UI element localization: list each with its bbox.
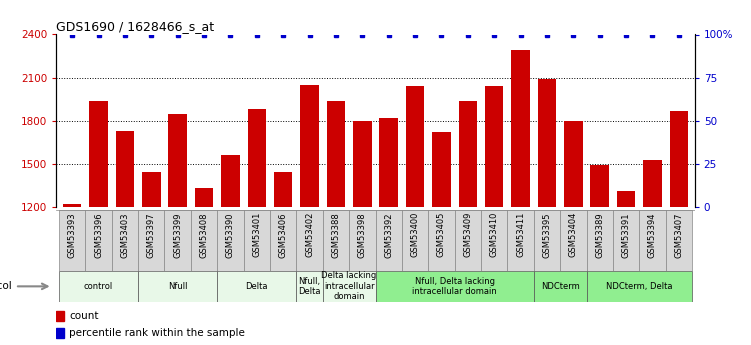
Bar — [195, 188, 213, 345]
Bar — [433, 132, 451, 345]
Bar — [164, 210, 191, 271]
Bar — [86, 210, 112, 271]
Bar — [587, 210, 613, 271]
Bar — [428, 210, 454, 271]
Bar — [270, 210, 297, 271]
Text: GSM53393: GSM53393 — [68, 212, 77, 258]
Bar — [587, 271, 692, 302]
Bar — [670, 111, 688, 345]
Text: GSM53404: GSM53404 — [569, 212, 578, 257]
Bar — [534, 210, 560, 271]
Bar — [243, 210, 270, 271]
Bar — [376, 210, 402, 271]
Text: percentile rank within the sample: percentile rank within the sample — [69, 328, 245, 338]
Text: count: count — [69, 311, 98, 321]
Bar — [590, 165, 609, 345]
Bar — [116, 131, 134, 345]
Bar — [376, 271, 534, 302]
Bar — [217, 271, 297, 302]
Bar — [138, 271, 217, 302]
Bar — [511, 50, 529, 345]
Bar — [300, 85, 318, 345]
Text: GSM53406: GSM53406 — [279, 212, 288, 257]
Bar — [59, 210, 86, 271]
Bar — [323, 271, 376, 302]
Bar — [138, 210, 164, 271]
Text: NDCterm: NDCterm — [541, 282, 580, 291]
Text: Nfull, Delta lacking
intracellular domain: Nfull, Delta lacking intracellular domai… — [412, 277, 497, 296]
Bar — [481, 210, 508, 271]
Bar — [59, 271, 138, 302]
Bar — [644, 159, 662, 345]
Bar — [323, 210, 349, 271]
Bar — [274, 172, 292, 345]
Bar — [379, 118, 398, 345]
Bar — [349, 210, 376, 271]
Bar — [327, 101, 345, 345]
Bar — [89, 101, 107, 345]
Bar — [402, 210, 428, 271]
Text: GSM53396: GSM53396 — [94, 212, 103, 258]
Bar — [617, 191, 635, 345]
Text: GSM53403: GSM53403 — [120, 212, 129, 257]
Text: GSM53390: GSM53390 — [226, 212, 235, 257]
Bar — [459, 101, 477, 345]
Text: protocol: protocol — [0, 282, 11, 291]
Text: GSM53399: GSM53399 — [173, 212, 182, 257]
Bar — [112, 210, 138, 271]
Text: GSM53394: GSM53394 — [648, 212, 657, 257]
Text: GSM53400: GSM53400 — [411, 212, 420, 257]
Bar — [508, 210, 534, 271]
Text: GSM53397: GSM53397 — [146, 212, 155, 258]
Text: GSM53389: GSM53389 — [596, 212, 605, 258]
Bar — [297, 210, 323, 271]
Text: GSM53405: GSM53405 — [437, 212, 446, 257]
Text: Nfull,
Delta: Nfull, Delta — [298, 277, 321, 296]
Bar — [639, 210, 665, 271]
Bar — [248, 109, 266, 345]
Text: GSM53411: GSM53411 — [516, 212, 525, 257]
Bar — [665, 210, 692, 271]
Bar — [142, 172, 161, 345]
Text: NDCterm, Delta: NDCterm, Delta — [606, 282, 673, 291]
Bar — [406, 86, 424, 345]
Bar — [56, 310, 65, 321]
Bar — [613, 210, 639, 271]
Text: GSM53388: GSM53388 — [331, 212, 340, 258]
Bar — [485, 86, 503, 345]
Text: GSM53392: GSM53392 — [385, 212, 394, 257]
Text: control: control — [84, 282, 113, 291]
Bar — [217, 210, 243, 271]
Text: Nfull: Nfull — [168, 282, 188, 291]
Bar — [353, 121, 372, 345]
Text: GSM53410: GSM53410 — [490, 212, 499, 257]
Bar — [168, 114, 187, 345]
Text: GDS1690 / 1628466_s_at: GDS1690 / 1628466_s_at — [56, 20, 215, 33]
Bar — [560, 210, 587, 271]
Bar — [191, 210, 217, 271]
Text: GSM53401: GSM53401 — [252, 212, 261, 257]
Bar — [56, 328, 65, 338]
Bar — [454, 210, 481, 271]
Text: GSM53398: GSM53398 — [357, 212, 366, 258]
Text: GSM53407: GSM53407 — [674, 212, 683, 257]
Text: GSM53391: GSM53391 — [622, 212, 631, 257]
Bar — [63, 204, 81, 345]
Text: GSM53402: GSM53402 — [305, 212, 314, 257]
Text: GSM53409: GSM53409 — [463, 212, 472, 257]
Bar — [297, 271, 323, 302]
Bar — [564, 121, 583, 345]
Bar — [538, 79, 556, 345]
Text: GSM53395: GSM53395 — [542, 212, 551, 257]
Text: GSM53408: GSM53408 — [200, 212, 209, 257]
Bar — [534, 271, 587, 302]
Bar — [222, 155, 240, 345]
Text: Delta: Delta — [246, 282, 268, 291]
Text: Delta lacking
intracellular
domain: Delta lacking intracellular domain — [321, 272, 377, 301]
